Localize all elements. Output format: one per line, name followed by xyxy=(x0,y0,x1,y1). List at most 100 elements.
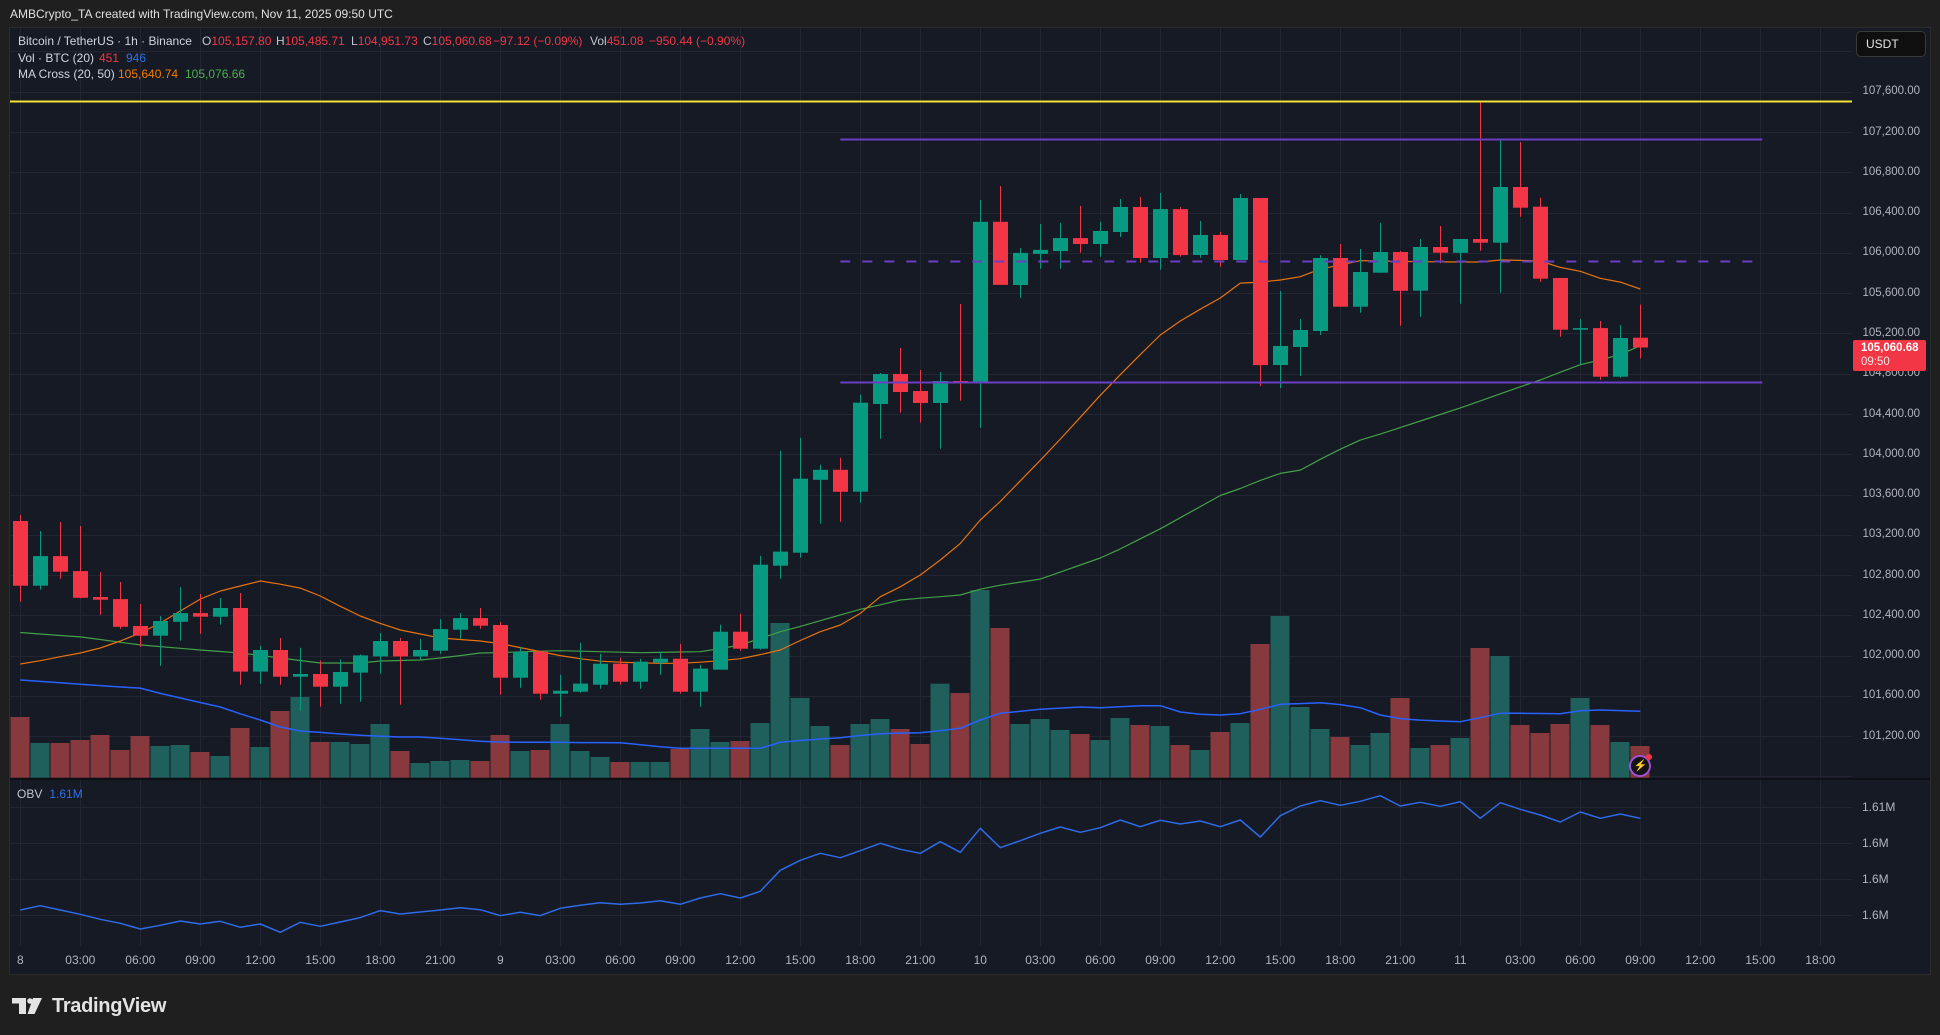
candle[interactable] xyxy=(813,464,828,524)
candle[interactable] xyxy=(913,370,928,423)
candle[interactable] xyxy=(1073,205,1088,253)
candle[interactable] xyxy=(373,633,388,674)
legend-main-series[interactable]: Bitcoin / TetherUS · 1h · Binance O105,1… xyxy=(0,34,800,49)
candle[interactable] xyxy=(893,348,908,413)
candle[interactable] xyxy=(1013,247,1028,298)
candle[interactable] xyxy=(133,604,148,647)
candle[interactable] xyxy=(1593,321,1608,380)
candle[interactable] xyxy=(933,372,948,449)
candle[interactable] xyxy=(1433,226,1448,264)
candle[interactable] xyxy=(1293,319,1308,376)
main-pane[interactable] xyxy=(10,100,1852,778)
candle[interactable] xyxy=(1113,199,1128,237)
candle[interactable] xyxy=(33,531,48,590)
candle[interactable] xyxy=(573,642,588,693)
candle[interactable] xyxy=(233,593,248,685)
candle[interactable] xyxy=(1633,304,1648,359)
candle[interactable] xyxy=(1233,194,1248,260)
candle[interactable] xyxy=(353,654,368,702)
candle[interactable] xyxy=(53,522,68,579)
candle[interactable] xyxy=(333,659,348,704)
candle[interactable] xyxy=(193,594,208,634)
candle[interactable] xyxy=(1373,222,1388,273)
time-axis[interactable]: 8 03:00 06:00 09:00 12:00 15:00 18:00 21:00 9 03:… xyxy=(10,947,1930,974)
candle[interactable] xyxy=(273,638,288,685)
candle[interactable] xyxy=(213,598,228,625)
legend-volume-indicator[interactable]: Vol · BTC (20) 451 946 xyxy=(0,51,800,66)
candle[interactable] xyxy=(1473,101,1488,251)
candle[interactable] xyxy=(1313,255,1328,335)
candle[interactable] xyxy=(1453,239,1468,304)
candle[interactable] xyxy=(473,608,488,629)
candle[interactable] xyxy=(973,200,988,428)
obv-legend[interactable]: OBV 1.61M xyxy=(17,787,83,802)
candle[interactable] xyxy=(713,624,728,670)
candle[interactable] xyxy=(553,674,568,717)
candle[interactable] xyxy=(1553,278,1568,337)
time-axis-label: 12:00 xyxy=(1205,953,1236,967)
ma-cross-title[interactable]: MA Cross (20, 50) xyxy=(18,67,115,81)
candle[interactable] xyxy=(1253,198,1268,387)
candle[interactable] xyxy=(413,639,428,660)
lightning-icon[interactable]: ⚡ xyxy=(1629,754,1653,777)
candle[interactable] xyxy=(1533,197,1548,282)
symbol-title[interactable]: Bitcoin / TetherUS · 1h · Binance xyxy=(18,34,192,48)
candle[interactable] xyxy=(1193,221,1208,258)
candle[interactable] xyxy=(993,186,1008,285)
candle[interactable] xyxy=(293,647,308,711)
candle[interactable] xyxy=(1613,325,1628,378)
candle[interactable] xyxy=(1273,291,1288,389)
tradingview-logo[interactable]: TradingView xyxy=(12,995,166,1017)
candle[interactable] xyxy=(653,651,668,675)
candle[interactable] xyxy=(173,587,188,641)
candle[interactable] xyxy=(773,450,788,579)
candle[interactable] xyxy=(253,645,268,684)
obv-axis[interactable]: 1.61M 1.6M 1.6M 1.6M xyxy=(1852,780,1930,946)
candle[interactable] xyxy=(753,555,768,650)
candle[interactable] xyxy=(953,304,968,401)
candle[interactable] xyxy=(673,643,688,694)
legend-ma-cross[interactable]: MA Cross (20, 50) 105,640.74 105,076.66 xyxy=(0,67,800,82)
candle[interactable] xyxy=(113,582,128,629)
candle[interactable] xyxy=(93,572,108,615)
candle[interactable] xyxy=(313,660,328,707)
candle[interactable] xyxy=(733,613,748,651)
candle[interactable] xyxy=(833,457,848,522)
candle[interactable] xyxy=(153,616,168,666)
candle-body xyxy=(1493,187,1508,243)
candle[interactable] xyxy=(1573,319,1588,365)
candle[interactable] xyxy=(1413,239,1428,317)
volume-indicator-title[interactable]: Vol · BTC (20) xyxy=(18,51,95,65)
candle[interactable] xyxy=(633,658,648,689)
candle[interactable] xyxy=(13,515,28,602)
candle[interactable] xyxy=(73,526,88,599)
pane-separator[interactable] xyxy=(10,778,1930,780)
obv-title[interactable]: OBV xyxy=(17,787,43,801)
obv-pane[interactable] xyxy=(20,794,1641,934)
candlestick-series[interactable] xyxy=(13,101,1648,717)
currency-button[interactable]: USDT xyxy=(1856,31,1926,57)
candle[interactable] xyxy=(1353,249,1368,313)
price-axis[interactable]: 107,600.00 107,200.00 106,800.00 106,400.00… xyxy=(1852,27,1930,779)
candle[interactable] xyxy=(1093,221,1108,257)
candle[interactable] xyxy=(493,622,508,695)
candle[interactable] xyxy=(433,619,448,654)
candle[interactable] xyxy=(1153,193,1168,270)
candle[interactable] xyxy=(1133,197,1148,263)
candle[interactable] xyxy=(1333,244,1348,307)
candle[interactable] xyxy=(1493,139,1508,293)
candle[interactable] xyxy=(453,613,468,639)
candle[interactable] xyxy=(393,638,408,705)
candle[interactable] xyxy=(533,650,548,700)
candle[interactable] xyxy=(793,437,808,558)
drawings[interactable] xyxy=(10,100,1852,384)
candle[interactable] xyxy=(1513,142,1528,217)
candle[interactable] xyxy=(1173,207,1188,257)
candle[interactable] xyxy=(613,657,628,685)
candle-body xyxy=(973,221,988,382)
candle[interactable] xyxy=(853,394,868,503)
candle[interactable] xyxy=(693,664,708,707)
candle[interactable] xyxy=(593,653,608,689)
candle[interactable] xyxy=(513,646,528,688)
